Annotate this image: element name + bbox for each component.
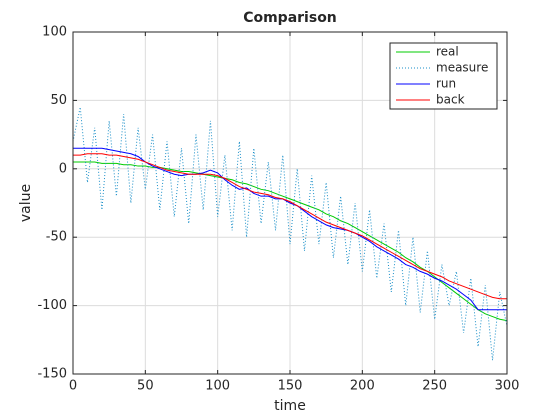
y-tick-label: 50 (50, 93, 67, 108)
legend-box (389, 42, 498, 110)
series-line (72, 107, 508, 361)
chart-title: Comparison (243, 10, 337, 26)
y-tick-label: -100 (37, 298, 67, 313)
axes-box (72, 31, 508, 375)
y-tick-label: -150 (37, 367, 67, 382)
series-line (73, 153, 507, 300)
x-tick-label: 200 (350, 379, 375, 394)
y-tick-label: 0 (59, 161, 67, 176)
x-tick-label: 300 (495, 379, 520, 394)
x-tick-label: 50 (137, 379, 154, 394)
x-tick-label: 0 (69, 379, 77, 394)
series-line (73, 161, 508, 322)
y-tick-label: -50 (46, 230, 67, 245)
legend-label: real (436, 45, 459, 59)
legend-label: run (436, 77, 456, 91)
legend-label: back (436, 93, 465, 107)
x-axis-label: time (274, 398, 306, 414)
x-tick-label: 150 (278, 379, 303, 394)
x-tick-label: 250 (422, 379, 447, 394)
y-axis-label: value (18, 184, 34, 222)
y-tick-label: 100 (42, 25, 67, 40)
legend-label: measure (436, 61, 488, 75)
x-tick-label: 100 (205, 379, 230, 394)
